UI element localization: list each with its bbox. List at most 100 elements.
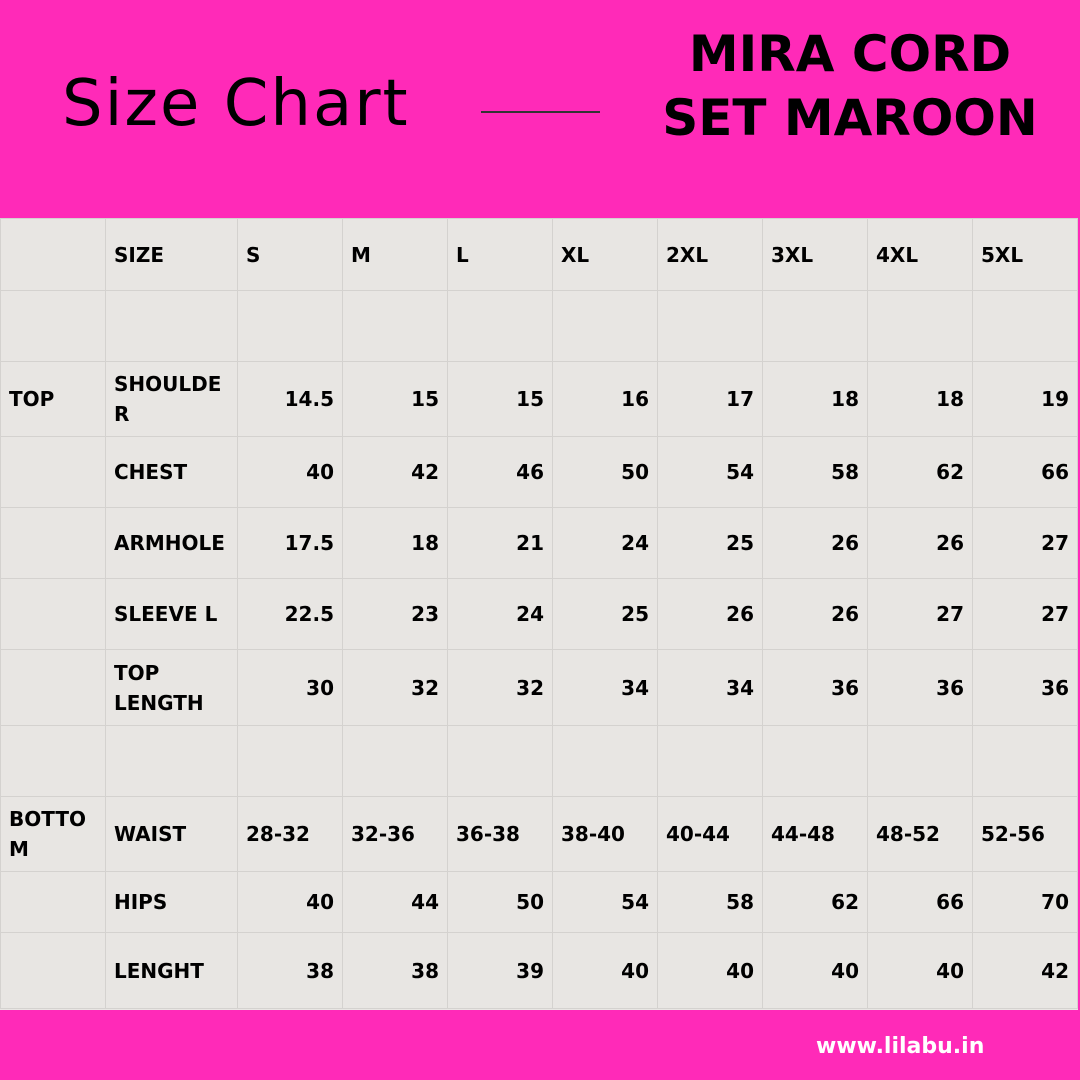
value-cell: 36	[867, 649, 973, 726]
header-cell: 2XL	[657, 218, 763, 291]
value-cell: 15	[447, 361, 553, 437]
table-row: SLEEVE L 22.5 23 24 25 26 26 27 27	[0, 578, 1078, 650]
value-cell: 38-40	[552, 796, 658, 872]
value-cell: 48-52	[867, 796, 973, 872]
value-cell: 23	[342, 578, 448, 650]
header-cell: XL	[552, 218, 658, 291]
value-cell: 50	[552, 436, 658, 508]
section-label	[0, 932, 106, 1009]
value-cell: 54	[657, 436, 763, 508]
value-cell: 18	[762, 361, 868, 437]
header-cell: M	[342, 218, 448, 291]
value-cell: 34	[657, 649, 763, 726]
value-cell: 24	[552, 507, 658, 579]
value-cell: 32-36	[342, 796, 448, 872]
value-cell: 40	[237, 871, 343, 933]
empty-cell	[105, 725, 238, 797]
value-cell: 22.5	[237, 578, 343, 650]
measurement-label: WAIST	[105, 796, 238, 872]
empty-cell	[105, 290, 238, 362]
empty-cell	[0, 725, 106, 797]
value-cell: 36	[762, 649, 868, 726]
value-cell: 24	[447, 578, 553, 650]
empty-cell	[867, 290, 973, 362]
value-cell: 42	[972, 932, 1078, 1009]
value-cell: 27	[972, 507, 1078, 579]
header-cell: SIZE	[105, 218, 238, 291]
value-cell: 52-56	[972, 796, 1078, 872]
value-cell: 26	[762, 507, 868, 579]
value-cell: 44-48	[762, 796, 868, 872]
empty-cell	[342, 725, 448, 797]
value-cell: 39	[447, 932, 553, 1009]
table-row: TOP SHOULDE R 14.5 15 15 16 17 18 18 19	[0, 361, 1078, 437]
value-cell: 66	[972, 436, 1078, 508]
table-header-row: SIZE S M L XL 2XL 3XL 4XL 5XL	[0, 218, 1078, 291]
value-cell: 44	[342, 871, 448, 933]
value-cell: 54	[552, 871, 658, 933]
section-label: BOTTO M	[0, 796, 106, 872]
measurement-label: ARMHOLE	[105, 507, 238, 579]
value-cell: 26	[867, 507, 973, 579]
empty-cell	[342, 290, 448, 362]
value-cell: 58	[657, 871, 763, 933]
value-cell: 18	[867, 361, 973, 437]
value-cell: 25	[657, 507, 763, 579]
empty-cell	[237, 290, 343, 362]
header-cell: L	[447, 218, 553, 291]
website-link[interactable]: www.lilabu.in	[816, 1034, 985, 1059]
value-cell: 16	[552, 361, 658, 437]
value-cell: 27	[867, 578, 973, 650]
value-cell: 38	[237, 932, 343, 1009]
empty-cell	[657, 290, 763, 362]
value-cell: 40-44	[657, 796, 763, 872]
size-table: SIZE S M L XL 2XL 3XL 4XL 5XL TOP SHOULD…	[0, 218, 1078, 1009]
table-row: TOP LENGTH 30 32 32 34 34 36 36 36	[0, 649, 1078, 726]
value-cell: 14.5	[237, 361, 343, 437]
value-cell: 40	[237, 436, 343, 508]
section-label	[0, 436, 106, 508]
header-cell: S	[237, 218, 343, 291]
product-name: MIRA CORD SET MAROON	[640, 22, 1060, 150]
empty-cell	[657, 725, 763, 797]
value-cell: 17.5	[237, 507, 343, 579]
header-banner: Size Chart MIRA CORD SET MAROON	[0, 0, 1080, 218]
section-label	[0, 649, 106, 726]
table-row: LENGHT 38 38 39 40 40 40 40 42	[0, 932, 1078, 1009]
value-cell: 30	[237, 649, 343, 726]
measurement-label: LENGHT	[105, 932, 238, 1009]
value-cell: 21	[447, 507, 553, 579]
value-cell: 40	[762, 932, 868, 1009]
table-row: ARMHOLE 17.5 18 21 24 25 26 26 27	[0, 507, 1078, 579]
size-table-container: SIZE S M L XL 2XL 3XL 4XL 5XL TOP SHOULD…	[0, 218, 1078, 1010]
value-cell: 38	[342, 932, 448, 1009]
value-cell: 19	[972, 361, 1078, 437]
value-cell: 40	[552, 932, 658, 1009]
empty-cell	[972, 725, 1078, 797]
title-divider	[481, 111, 600, 113]
header-cell: 4XL	[867, 218, 973, 291]
empty-cell	[972, 290, 1078, 362]
section-label: TOP	[0, 361, 106, 437]
empty-cell	[447, 725, 553, 797]
empty-cell	[0, 290, 106, 362]
value-cell: 25	[552, 578, 658, 650]
empty-cell	[552, 725, 658, 797]
section-label	[0, 578, 106, 650]
value-cell: 62	[762, 871, 868, 933]
value-cell: 18	[342, 507, 448, 579]
value-cell: 26	[657, 578, 763, 650]
header-cell: 3XL	[762, 218, 868, 291]
empty-cell	[762, 290, 868, 362]
value-cell: 62	[867, 436, 973, 508]
value-cell: 58	[762, 436, 868, 508]
value-cell: 70	[972, 871, 1078, 933]
value-cell: 46	[447, 436, 553, 508]
value-cell: 28-32	[237, 796, 343, 872]
table-row: BOTTO M WAIST 28-32 32-36 36-38 38-40 40…	[0, 796, 1078, 872]
value-cell: 42	[342, 436, 448, 508]
value-cell: 40	[657, 932, 763, 1009]
empty-cell	[762, 725, 868, 797]
empty-cell	[867, 725, 973, 797]
product-name-line-2: SET MAROON	[662, 89, 1038, 147]
